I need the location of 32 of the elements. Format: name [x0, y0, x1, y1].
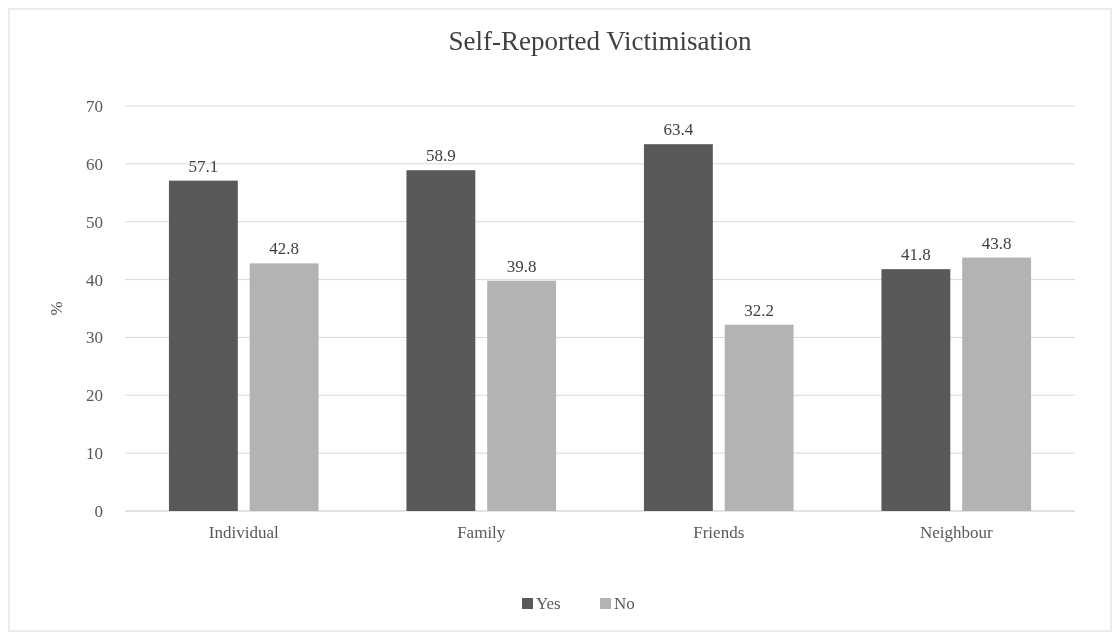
data-label: 58.9: [426, 146, 456, 166]
data-label: 41.8: [901, 245, 931, 265]
bar: [643, 144, 713, 511]
y-tick-label: 60: [86, 154, 103, 174]
legend-label: Yes: [536, 594, 561, 613]
x-tick-label: Family: [457, 523, 506, 542]
x-tick-label: Friends: [693, 523, 745, 542]
bar: [249, 263, 319, 511]
bar: [962, 257, 1032, 511]
data-label: 43.8: [981, 233, 1012, 253]
data-label: 42.8: [269, 239, 299, 259]
y-tick-label: 50: [86, 212, 103, 232]
y-tick-label: 0: [94, 502, 103, 521]
y-axis-title: %: [47, 301, 66, 316]
x-tick-label: Neighbour: [919, 523, 993, 542]
bar: [406, 170, 476, 511]
x-tick-label: Individual: [208, 523, 279, 542]
chart-title: Self-Reported Victimisation: [448, 26, 753, 56]
y-tick-label: 20: [86, 386, 103, 406]
y-tick-label: 30: [86, 328, 103, 348]
data-label: 39.8: [506, 256, 537, 276]
data-label: 63.4: [663, 120, 694, 140]
bar: [168, 180, 238, 511]
bar: [724, 324, 794, 511]
data-label: 32.2: [744, 300, 774, 320]
legend-label: No: [614, 594, 635, 613]
bar: [487, 280, 557, 511]
y-tick-label: 40: [86, 270, 103, 290]
y-tick-label: 70: [86, 97, 103, 116]
y-tick-label: 10: [86, 444, 103, 464]
data-label: 57.1: [188, 156, 219, 176]
bar: [881, 269, 951, 511]
